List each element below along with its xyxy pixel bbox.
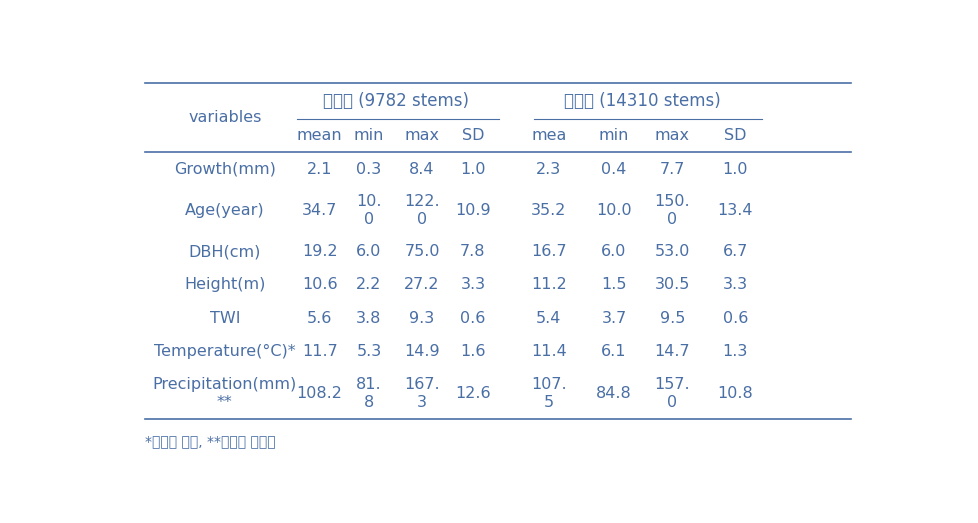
Text: SD: SD	[724, 129, 746, 143]
Text: 167.
3: 167. 3	[404, 377, 439, 410]
Text: 5.3: 5.3	[356, 344, 381, 359]
Text: max: max	[404, 129, 439, 143]
Text: 참나무 (14310 stems): 참나무 (14310 stems)	[563, 92, 720, 110]
Text: 0.6: 0.6	[722, 311, 747, 326]
Text: SD: SD	[462, 129, 484, 143]
Text: 6.7: 6.7	[722, 244, 747, 259]
Text: Growth(mm): Growth(mm)	[174, 162, 276, 177]
Text: 2.1: 2.1	[306, 162, 333, 177]
Text: 10.9: 10.9	[455, 203, 490, 218]
Text: 150.
0: 150. 0	[654, 194, 689, 226]
Text: 5.4: 5.4	[536, 311, 561, 326]
Text: 3.3: 3.3	[722, 278, 747, 292]
Text: Age(year): Age(year)	[185, 203, 264, 218]
Text: 14.7: 14.7	[654, 344, 689, 359]
Text: 27.2: 27.2	[404, 278, 439, 292]
Text: 1.5: 1.5	[600, 278, 626, 292]
Text: 3.8: 3.8	[356, 311, 381, 326]
Text: 6.1: 6.1	[600, 344, 626, 359]
Text: 75.0: 75.0	[404, 244, 439, 259]
Text: 0.6: 0.6	[460, 311, 485, 326]
Text: 30.5: 30.5	[654, 278, 689, 292]
Text: 53.0: 53.0	[654, 244, 689, 259]
Text: variables: variables	[188, 110, 261, 125]
Text: 13.4: 13.4	[717, 203, 752, 218]
Text: mea: mea	[530, 129, 566, 143]
Text: 6.0: 6.0	[600, 244, 626, 259]
Text: 157.
0: 157. 0	[654, 377, 689, 410]
Text: 소나무 (9782 stems): 소나무 (9782 stems)	[323, 92, 468, 110]
Text: 3.7: 3.7	[600, 311, 626, 326]
Text: 9.3: 9.3	[409, 311, 434, 326]
Text: 2.2: 2.2	[356, 278, 381, 292]
Text: 84.8: 84.8	[596, 386, 631, 401]
Text: 16.7: 16.7	[530, 244, 566, 259]
Text: 11.7: 11.7	[301, 344, 337, 359]
Text: 3.3: 3.3	[460, 278, 485, 292]
Text: mean: mean	[296, 129, 342, 143]
Text: 7.8: 7.8	[460, 244, 485, 259]
Text: Temperature(°C)*: Temperature(°C)*	[154, 344, 295, 359]
Text: 34.7: 34.7	[301, 203, 337, 218]
Text: 7.7: 7.7	[659, 162, 685, 177]
Text: 10.
0: 10. 0	[356, 194, 381, 226]
Text: Precipitation(mm)
**: Precipitation(mm) **	[153, 377, 296, 410]
Text: 14.9: 14.9	[404, 344, 439, 359]
Text: min: min	[599, 129, 629, 143]
Text: max: max	[654, 129, 689, 143]
Text: 0.3: 0.3	[356, 162, 381, 177]
Text: Height(m): Height(m)	[184, 278, 265, 292]
Text: 11.2: 11.2	[530, 278, 566, 292]
Text: DBH(cm): DBH(cm)	[189, 244, 261, 259]
Text: 5.6: 5.6	[307, 311, 332, 326]
Text: 107.
5: 107. 5	[530, 377, 566, 410]
Text: 1.0: 1.0	[722, 162, 747, 177]
Text: 122.
0: 122. 0	[404, 194, 439, 226]
Text: 1.3: 1.3	[722, 344, 747, 359]
Text: 1.6: 1.6	[460, 344, 485, 359]
Text: 10.8: 10.8	[717, 386, 752, 401]
Text: 6.0: 6.0	[356, 244, 381, 259]
Text: 19.2: 19.2	[301, 244, 337, 259]
Text: 0.4: 0.4	[600, 162, 626, 177]
Text: 2.3: 2.3	[536, 162, 560, 177]
Text: *연평균 온도, **월평균 강수량: *연평균 온도, **월평균 강수량	[145, 434, 276, 448]
Text: 11.4: 11.4	[530, 344, 566, 359]
Text: 81.
8: 81. 8	[356, 377, 381, 410]
Text: 10.0: 10.0	[596, 203, 631, 218]
Text: 10.6: 10.6	[301, 278, 337, 292]
Text: 9.5: 9.5	[659, 311, 685, 326]
Text: 1.0: 1.0	[460, 162, 485, 177]
Text: 8.4: 8.4	[409, 162, 434, 177]
Text: 108.2: 108.2	[296, 386, 342, 401]
Text: 35.2: 35.2	[530, 203, 566, 218]
Text: TWI: TWI	[209, 311, 240, 326]
Text: 12.6: 12.6	[455, 386, 490, 401]
Text: min: min	[353, 129, 383, 143]
